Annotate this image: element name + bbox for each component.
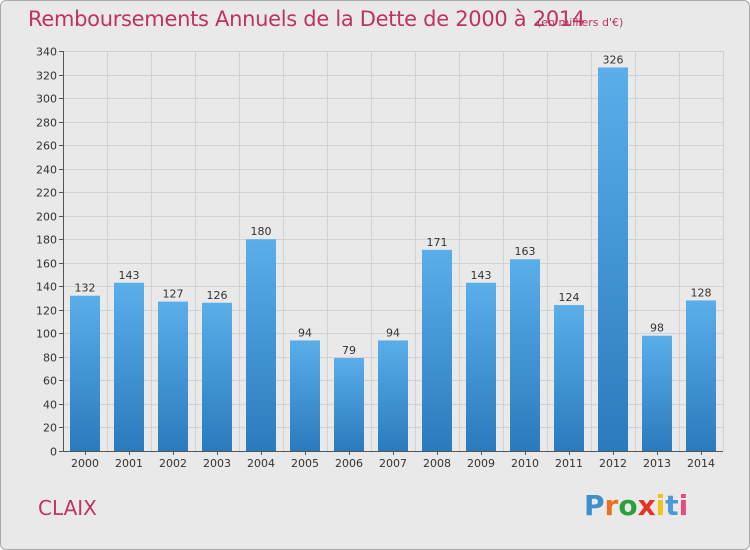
- data-label-2010: 163: [515, 245, 536, 258]
- y-tick-label-160: 160: [36, 258, 57, 271]
- city-name: CLAIX: [38, 496, 97, 520]
- x-tick-label-2003: 2003: [203, 457, 231, 470]
- y-tick-label-220: 220: [36, 187, 57, 200]
- data-label-2002: 127: [163, 288, 184, 301]
- bar-2007: [378, 340, 408, 451]
- y-tick-label-0: 0: [50, 446, 57, 459]
- bar-2002: [158, 301, 188, 451]
- logo-letter: x: [637, 489, 656, 522]
- data-label-2008: 171: [427, 236, 448, 249]
- x-tick-label-2001: 2001: [115, 457, 143, 470]
- chart-subtitle: (en milliers d'€): [537, 16, 624, 29]
- y-tick-label-340: 340: [36, 46, 57, 59]
- labels: 132 143 127 126 180 94 79 94 171 143 163 124 326 98 12…: [75, 53, 712, 357]
- x-tick-label-2000: 2000: [71, 457, 99, 470]
- y-tick-label-280: 280: [36, 117, 57, 130]
- bar-2010: [510, 259, 540, 451]
- x-tick-label-2004: 2004: [247, 457, 275, 470]
- y-tick-label-240: 240: [36, 164, 57, 177]
- data-label-2011: 124: [559, 291, 580, 304]
- logo-letter: P: [584, 489, 605, 522]
- chart-title: Remboursements Annuels de la Dette de 20…: [28, 7, 585, 31]
- bar-2014: [686, 300, 716, 451]
- data-label-2009: 143: [471, 269, 492, 282]
- data-label-2013: 98: [650, 322, 664, 335]
- y-tick-label-140: 140: [36, 281, 57, 294]
- logo-letter: r: [604, 489, 619, 522]
- x-tick-label-2008: 2008: [423, 457, 451, 470]
- axes: 0 20 40 60 80 100 120 140 160 180 200 220 240 260 280 3…: [36, 46, 723, 470]
- x-tick-label-2009: 2009: [467, 457, 495, 470]
- bar-2006: [334, 358, 364, 451]
- data-label-2004: 180: [251, 225, 272, 238]
- x-tick-label-2014: 2014: [687, 457, 715, 470]
- x-tick-label-2012: 2012: [599, 457, 627, 470]
- y-tick-label-200: 200: [36, 211, 57, 224]
- y-tick-label-320: 320: [36, 70, 57, 83]
- proxiti-logo: Proxiti: [584, 489, 688, 522]
- data-label-2007: 94: [386, 326, 400, 339]
- x-tick-label-2010: 2010: [511, 457, 539, 470]
- y-tick-label-260: 260: [36, 140, 57, 153]
- data-label-2001: 143: [119, 269, 140, 282]
- bar-2012: [598, 67, 628, 452]
- logo-letter: i: [655, 489, 666, 522]
- logo-letter: o: [618, 489, 638, 522]
- y-tick-label-180: 180: [36, 234, 57, 247]
- bar-2000: [70, 295, 100, 451]
- bar-2008: [422, 249, 452, 451]
- bar-2005: [290, 340, 320, 451]
- data-label-2000: 132: [75, 282, 96, 295]
- data-label-2003: 126: [207, 289, 228, 302]
- y-tick-label-120: 120: [36, 305, 57, 318]
- x-tick-label-2005: 2005: [291, 457, 319, 470]
- bars: [70, 67, 716, 452]
- data-label-2012: 326: [603, 53, 624, 66]
- bar-2004: [246, 239, 276, 451]
- bar-2003: [202, 302, 232, 451]
- x-tick-label-2011: 2011: [555, 457, 583, 470]
- logo-letter: t: [665, 489, 679, 522]
- x-tick-label-2006: 2006: [335, 457, 363, 470]
- x-tick-label-2007: 2007: [379, 457, 407, 470]
- data-label-2014: 128: [691, 286, 712, 299]
- bar-2011: [554, 305, 584, 451]
- data-label-2006: 79: [342, 344, 356, 357]
- bar-2013: [642, 335, 672, 451]
- y-tick-label-300: 300: [36, 93, 57, 106]
- bar-2009: [466, 282, 496, 451]
- bar-2001: [114, 282, 144, 451]
- y-tick-label-20: 20: [43, 422, 57, 435]
- logo-letter: i: [678, 489, 689, 522]
- y-tick-label-100: 100: [36, 328, 57, 341]
- data-label-2005: 94: [298, 326, 312, 339]
- x-tick-label-2002: 2002: [159, 457, 187, 470]
- x-tick-label-2013: 2013: [643, 457, 671, 470]
- y-tick-label-80: 80: [43, 352, 57, 365]
- y-tick-label-40: 40: [43, 399, 57, 412]
- y-tick-label-60: 60: [43, 375, 57, 388]
